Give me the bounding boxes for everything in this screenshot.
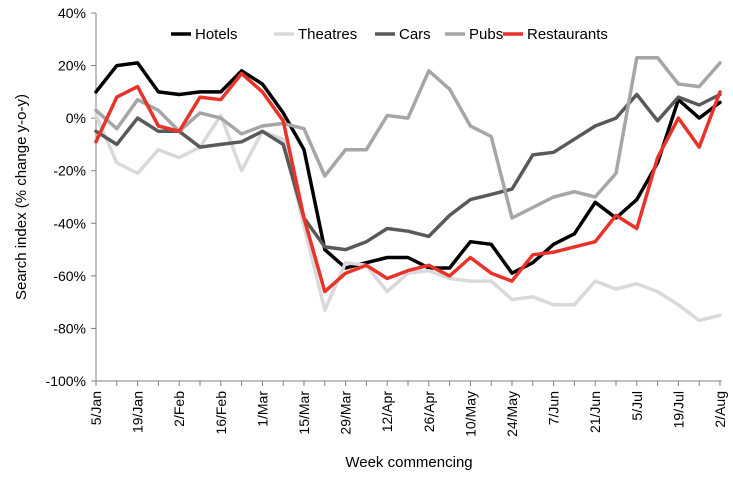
x-tick-label: 1/Mar xyxy=(254,391,270,427)
y-tick-label: 40% xyxy=(58,5,86,21)
y-tick-label: -40% xyxy=(53,215,86,231)
x-tick-label: 15/Mar xyxy=(296,391,312,435)
series-lines xyxy=(94,55,722,323)
y-tick-label: 20% xyxy=(58,58,86,74)
series-line-cars xyxy=(94,92,722,252)
series-line-hotels xyxy=(94,61,722,275)
x-tick-label: 26/Apr xyxy=(421,391,437,433)
x-tick-label: 7/Jun xyxy=(546,391,562,425)
legend-label-theatres: Theatres xyxy=(298,26,357,43)
x-tick-label: 19/Jan xyxy=(130,391,146,433)
series-line-pubs xyxy=(94,55,722,220)
series-line-theatres xyxy=(94,113,722,323)
x-tick-label: 2/Aug xyxy=(712,391,728,428)
y-tick-label: -60% xyxy=(53,268,86,284)
x-tick-label: 2/Feb xyxy=(171,391,187,427)
x-tick-label: 19/Jul xyxy=(670,391,686,428)
y-axis-title: Search index (% change y-o-y) xyxy=(13,94,30,300)
legend: Hotels Theatres Cars Pubs Restaurants xyxy=(171,26,608,43)
x-tick-label: 29/Mar xyxy=(338,391,354,435)
x-tick-label: 24/May xyxy=(504,391,520,437)
y-tick-label: -100% xyxy=(46,373,86,389)
legend-label-cars: Cars xyxy=(399,26,431,43)
x-tick-label: 5/Jan xyxy=(88,391,104,425)
y-tick-label: -20% xyxy=(53,163,86,179)
x-tick-label: 10/May xyxy=(462,391,478,437)
y-tick-label: -80% xyxy=(53,320,86,336)
x-tick-label: 5/Jul xyxy=(629,391,645,421)
y-tick-labels: -100% -80% -60% -40% -20% 0% 20% 40% xyxy=(46,5,96,389)
series-line-restaurants xyxy=(94,71,722,294)
legend-label-hotels: Hotels xyxy=(195,26,238,43)
x-tick-label: 21/Jun xyxy=(587,391,603,433)
axes xyxy=(95,13,722,382)
x-axis-title: Week commencing xyxy=(345,454,472,471)
legend-label-pubs: Pubs xyxy=(469,26,503,43)
x-tick-label: 16/Feb xyxy=(213,391,229,435)
x-tick-labels: 5/Jan 19/Jan 2/Feb 16/Feb 1/Mar 15/Mar 29/Mar 1… xyxy=(88,381,728,437)
legend-label-restaurants: Restaurants xyxy=(527,26,608,43)
y-tick-label: 0% xyxy=(66,110,86,126)
x-tick-label: 12/Apr xyxy=(379,391,395,433)
